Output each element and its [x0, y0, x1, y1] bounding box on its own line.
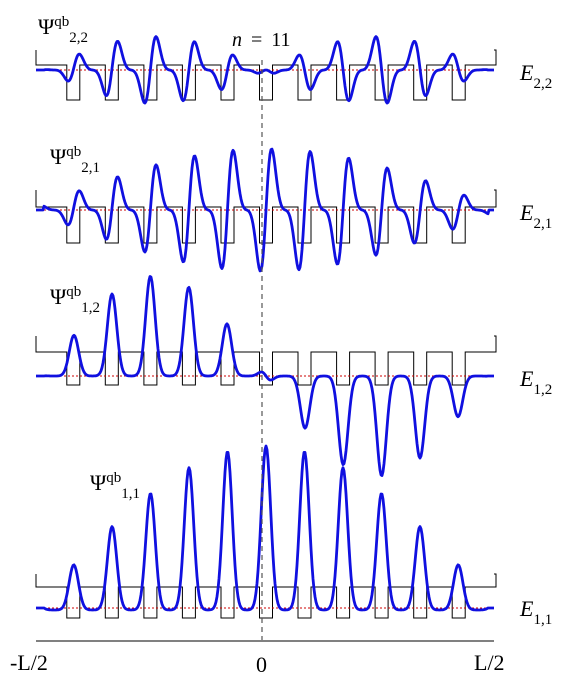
psi-label-1-2: Ψqb1,2 [50, 284, 100, 316]
x-tick-center: 0 [256, 652, 267, 677]
wavefunction-curve [35, 35, 495, 105]
energy-label-2-1: E2,1 [519, 200, 552, 232]
energy-label-2-2: E2,2 [519, 60, 552, 92]
psi-label-1-1: Ψqb1,1 [90, 470, 140, 502]
energy-label-1-2: E1,2 [519, 366, 552, 398]
potential-profile [35, 573, 497, 619]
panel-psi-1-1 [35, 444, 497, 619]
panel-psi-1-2 [35, 275, 497, 477]
potential-profile [35, 335, 497, 386]
x-tick-left: -L/2 [10, 650, 48, 675]
panel-psi-2-1 [35, 147, 497, 273]
potential-profile [35, 49, 497, 101]
potential-profile [35, 189, 497, 244]
n-annotation: n = 11 [232, 29, 291, 51]
psi-label-2-1: Ψqb2,1 [50, 144, 100, 176]
panel-psi-2-2 [35, 35, 497, 105]
energy-label-1-1: E1,1 [519, 596, 552, 628]
wavefunction-curve [35, 147, 495, 273]
wavefunction-curve [35, 275, 495, 477]
x-tick-right: L/2 [474, 650, 505, 675]
psi-label-2-2: Ψqb2,2 [38, 14, 88, 46]
wavefunction-curve [35, 444, 495, 612]
